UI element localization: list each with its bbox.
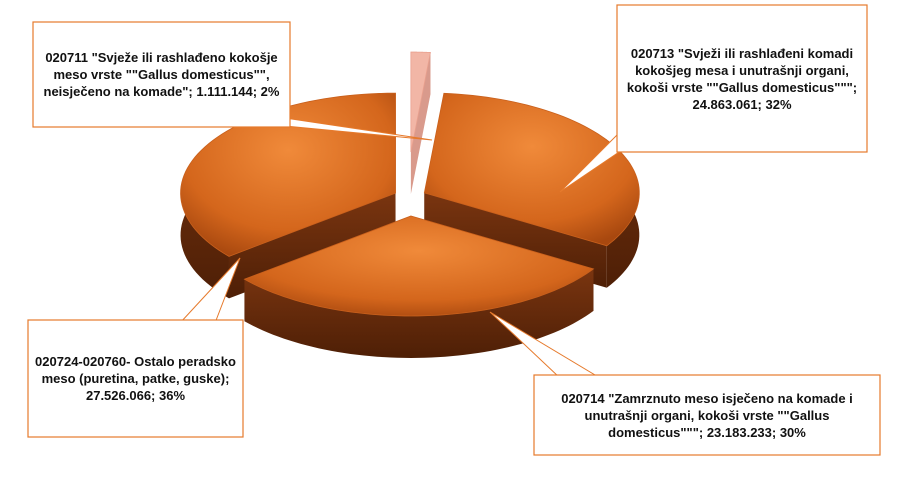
callout: 020713 "Svježi ili rashlađeni komadi kok…: [626, 45, 858, 112]
callout: 020711 "Svježe ili rashlađeno kokošje me…: [43, 50, 280, 99]
callout-box: [533, 374, 881, 456]
callout-box: [27, 319, 244, 438]
slice-side: [244, 268, 594, 358]
data-label: 020724-020760- Ostalo peradsko meso (pur…: [35, 354, 236, 403]
slice: [410, 51, 431, 153]
data-label: 020711 "Svježe ili rashlađeno kokošje me…: [43, 50, 280, 99]
data-label: 020713 "Svježi ili rashlađeni komadi kok…: [626, 45, 858, 112]
slice: [243, 215, 595, 317]
callout-box: [32, 21, 291, 128]
callout: 020724-020760- Ostalo peradsko meso (pur…: [35, 354, 236, 403]
callout-box: [616, 4, 868, 153]
callout: 020714 "Zamrznuto meso isječeno na komad…: [561, 390, 853, 440]
data-label: 020714 "Zamrznuto meso isječeno na komad…: [561, 390, 853, 440]
slice: [180, 92, 396, 257]
